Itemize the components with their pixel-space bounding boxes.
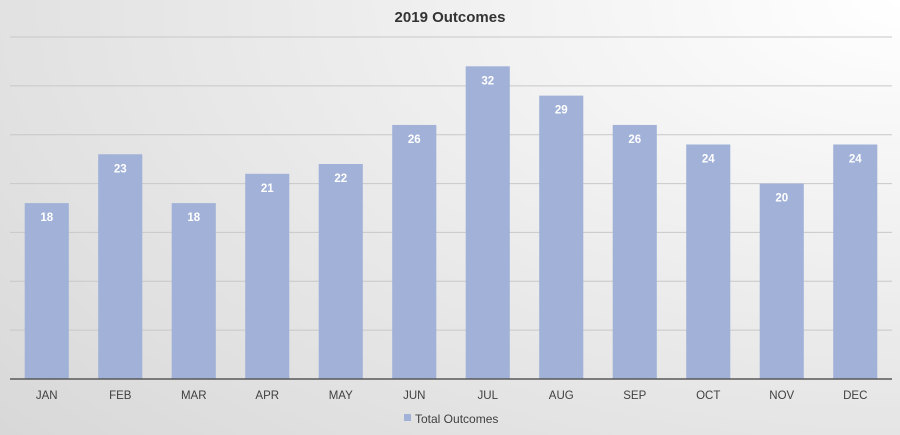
- data-label: 26: [408, 134, 421, 146]
- data-label: 32: [481, 75, 494, 87]
- bar: [245, 173, 290, 379]
- x-tick-label: OCT: [696, 390, 720, 402]
- bar: [171, 203, 216, 379]
- data-label: 22: [334, 173, 347, 185]
- x-tick-label: JAN: [36, 390, 58, 402]
- x-tick-label: SEP: [623, 390, 646, 402]
- bar: [24, 203, 69, 379]
- bar: [98, 154, 143, 379]
- data-label: 21: [261, 183, 274, 195]
- bar: [392, 124, 437, 379]
- x-tick-label: JUN: [403, 390, 425, 402]
- data-label: 26: [628, 134, 641, 146]
- legend-swatch: [404, 414, 411, 421]
- x-tick-label: FEB: [109, 390, 132, 402]
- x-tick-label: AUG: [549, 390, 574, 402]
- data-label: 24: [702, 153, 715, 165]
- data-label: 18: [187, 212, 200, 224]
- x-tick-label: DEC: [843, 390, 867, 402]
- bar: [686, 144, 731, 379]
- data-label: 20: [775, 193, 788, 205]
- bar: [612, 124, 657, 379]
- x-tick-label: NOV: [769, 390, 794, 402]
- bar: [833, 144, 878, 379]
- data-label: 24: [849, 153, 862, 165]
- legend-label: Total Outcomes: [415, 412, 498, 426]
- bar: [465, 66, 510, 380]
- legend: Total Outcomes: [404, 412, 498, 426]
- bar: [539, 95, 584, 379]
- bar: [759, 183, 804, 379]
- x-tick-label: JUL: [478, 390, 499, 402]
- x-tick-label: MAR: [181, 390, 207, 402]
- chart-title: 2019 Outcomes: [395, 9, 506, 26]
- x-tick-label: APR: [255, 390, 279, 402]
- data-label: 18: [40, 212, 53, 224]
- data-label: 23: [114, 163, 127, 175]
- bar: [318, 164, 363, 379]
- data-label: 29: [555, 105, 568, 117]
- x-tick-label: MAY: [329, 390, 353, 402]
